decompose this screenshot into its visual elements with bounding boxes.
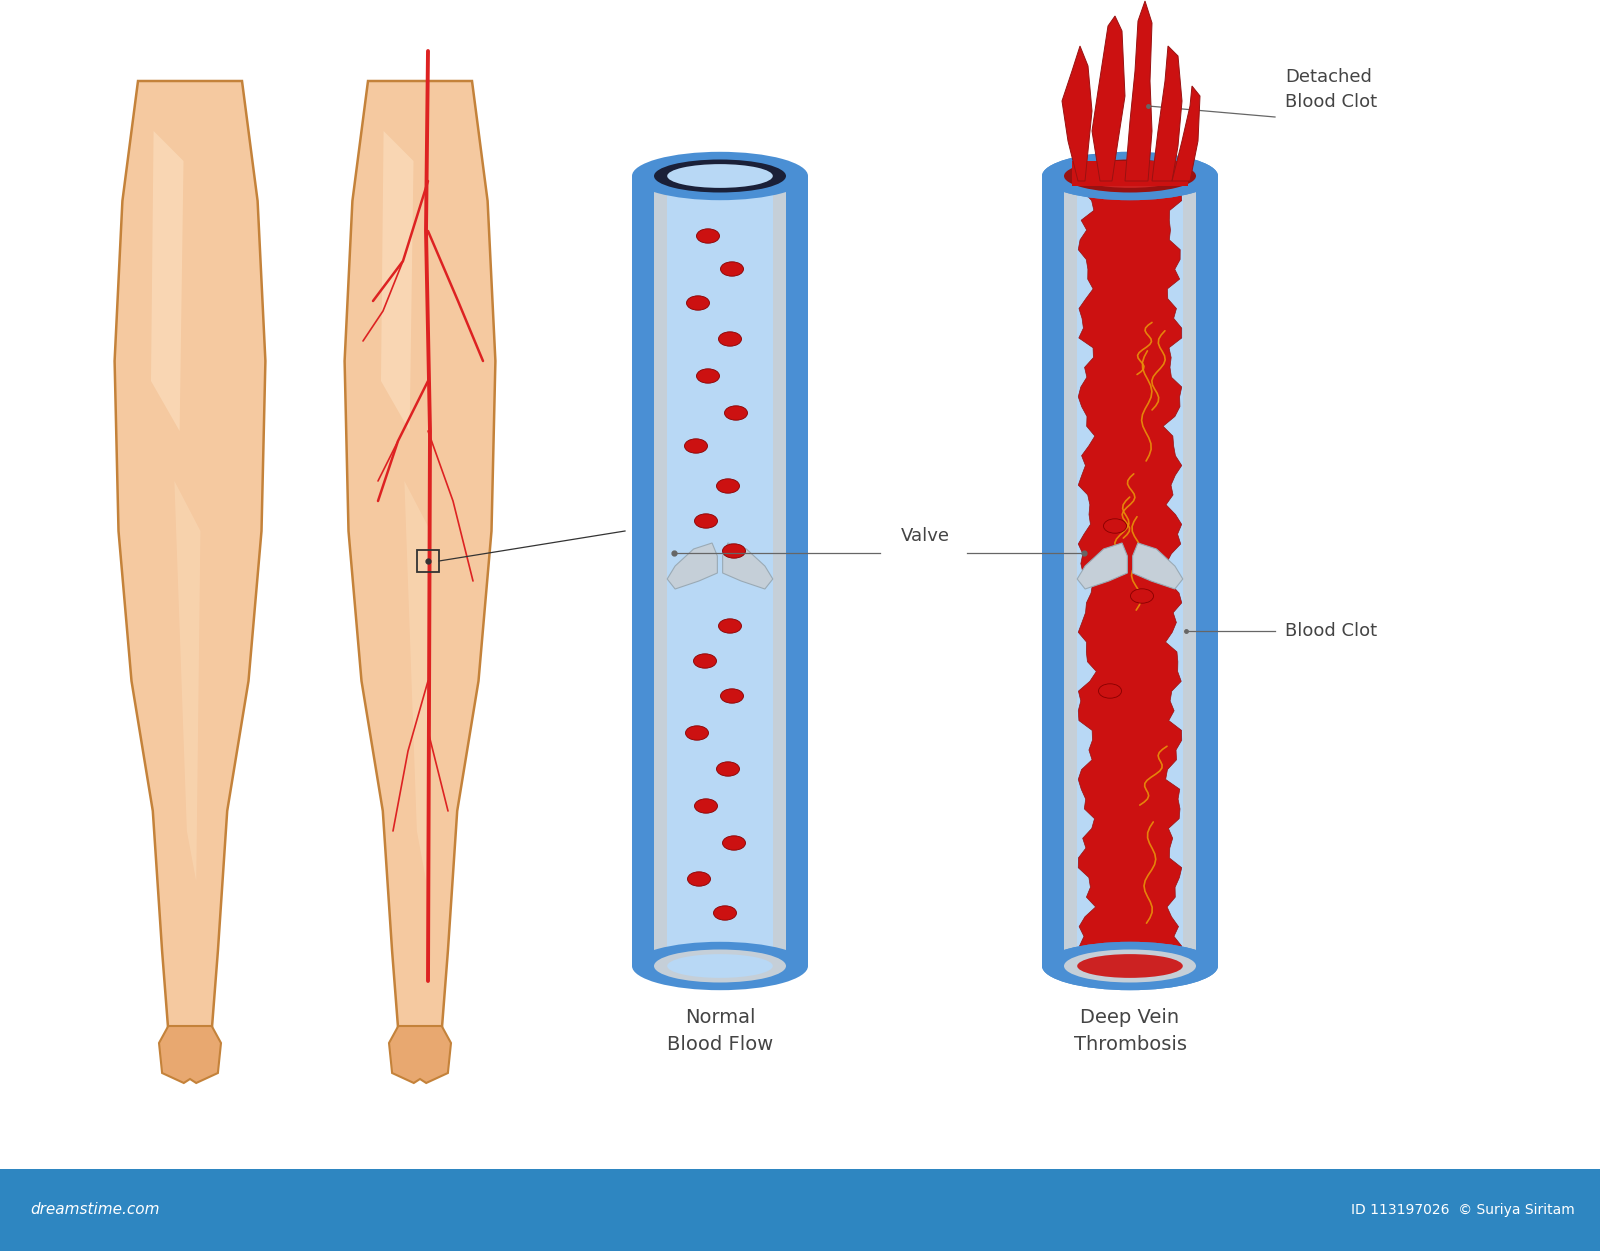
Text: Blood Clot: Blood Clot bbox=[1285, 622, 1378, 641]
Text: Detached
Blood Clot: Detached Blood Clot bbox=[1285, 68, 1378, 110]
Text: Valve: Valve bbox=[901, 527, 949, 545]
Ellipse shape bbox=[688, 872, 710, 886]
Ellipse shape bbox=[1042, 151, 1218, 200]
Ellipse shape bbox=[696, 369, 720, 383]
Bar bbox=[418, 550, 438, 572]
Ellipse shape bbox=[1077, 164, 1182, 188]
Polygon shape bbox=[150, 131, 184, 432]
Ellipse shape bbox=[718, 619, 741, 633]
Bar bbox=[654, 176, 667, 966]
Ellipse shape bbox=[1064, 159, 1197, 193]
Ellipse shape bbox=[686, 295, 709, 310]
Ellipse shape bbox=[1077, 164, 1182, 188]
Polygon shape bbox=[723, 543, 773, 589]
Text: dreamstime.com: dreamstime.com bbox=[30, 1202, 160, 1217]
Ellipse shape bbox=[717, 762, 739, 776]
Bar bbox=[1064, 176, 1077, 966]
Polygon shape bbox=[1078, 181, 1182, 956]
Ellipse shape bbox=[696, 229, 720, 243]
Ellipse shape bbox=[1104, 519, 1126, 533]
Ellipse shape bbox=[654, 950, 786, 982]
Polygon shape bbox=[667, 543, 717, 589]
Ellipse shape bbox=[1064, 950, 1197, 982]
Ellipse shape bbox=[693, 654, 717, 668]
Ellipse shape bbox=[723, 544, 746, 558]
Bar bbox=[1064, 176, 1077, 966]
Bar bbox=[1072, 161, 1189, 186]
Polygon shape bbox=[174, 480, 200, 881]
Ellipse shape bbox=[694, 799, 717, 813]
Bar bbox=[1042, 176, 1218, 966]
Polygon shape bbox=[1077, 543, 1128, 589]
Bar bbox=[667, 176, 773, 966]
Bar bbox=[1042, 176, 1077, 966]
Bar bbox=[1182, 176, 1197, 966]
Text: ID 113197026  © Suriya Siritam: ID 113197026 © Suriya Siritam bbox=[1352, 1203, 1574, 1217]
Ellipse shape bbox=[654, 159, 786, 193]
Ellipse shape bbox=[720, 689, 744, 703]
Ellipse shape bbox=[1077, 955, 1182, 978]
Polygon shape bbox=[1091, 16, 1125, 181]
Text: Deep Vein
Thrombosis: Deep Vein Thrombosis bbox=[1074, 1008, 1187, 1053]
Ellipse shape bbox=[667, 955, 773, 978]
Polygon shape bbox=[344, 81, 496, 1031]
Polygon shape bbox=[1152, 46, 1182, 181]
Polygon shape bbox=[158, 1026, 221, 1083]
Bar bbox=[1077, 176, 1182, 966]
Bar bbox=[632, 176, 808, 966]
Ellipse shape bbox=[667, 164, 773, 188]
Ellipse shape bbox=[717, 479, 739, 493]
Ellipse shape bbox=[685, 726, 709, 741]
Ellipse shape bbox=[725, 405, 747, 420]
Ellipse shape bbox=[1077, 955, 1182, 978]
Bar bbox=[1182, 176, 1218, 966]
Polygon shape bbox=[1125, 1, 1152, 181]
Ellipse shape bbox=[1042, 151, 1218, 200]
Ellipse shape bbox=[632, 151, 808, 200]
Ellipse shape bbox=[720, 261, 744, 276]
Ellipse shape bbox=[723, 836, 746, 851]
Ellipse shape bbox=[1042, 942, 1218, 991]
Ellipse shape bbox=[694, 514, 717, 528]
Bar bbox=[1182, 176, 1197, 966]
Text: Normal
Blood Flow: Normal Blood Flow bbox=[667, 1008, 773, 1053]
Ellipse shape bbox=[718, 332, 741, 347]
Ellipse shape bbox=[1131, 589, 1154, 603]
Ellipse shape bbox=[685, 439, 707, 453]
Polygon shape bbox=[1171, 86, 1200, 181]
Ellipse shape bbox=[632, 942, 808, 991]
Ellipse shape bbox=[1064, 950, 1197, 982]
Ellipse shape bbox=[714, 906, 736, 921]
Ellipse shape bbox=[1064, 159, 1197, 193]
Polygon shape bbox=[1062, 46, 1091, 181]
Ellipse shape bbox=[1042, 942, 1218, 991]
Polygon shape bbox=[389, 1026, 451, 1083]
Bar bbox=[0, 1168, 1600, 1251]
Ellipse shape bbox=[1099, 684, 1122, 698]
Polygon shape bbox=[381, 131, 413, 432]
Bar bbox=[773, 176, 786, 966]
Polygon shape bbox=[405, 480, 430, 881]
Polygon shape bbox=[1133, 543, 1182, 589]
Polygon shape bbox=[115, 81, 266, 1031]
